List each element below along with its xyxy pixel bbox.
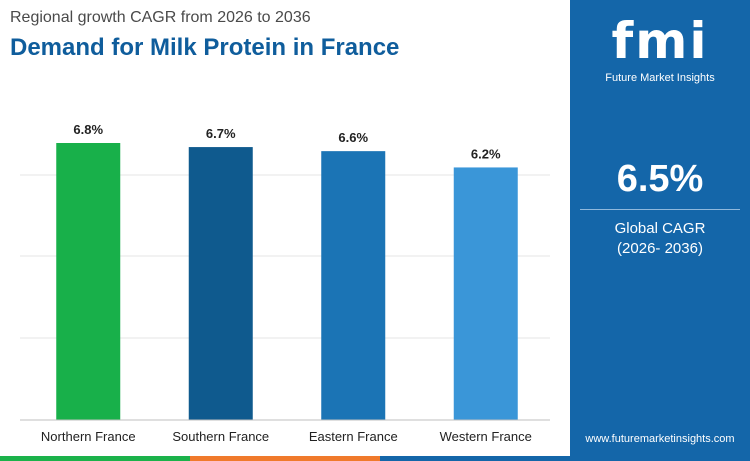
logo-subtitle: Future Market Insights [605, 72, 715, 84]
kpi-label-line2: (2026- 2036) [617, 240, 703, 257]
bar-northern-france [56, 143, 121, 420]
value-labels: 6.8% 6.7% 6.6% 6.2% [73, 122, 501, 161]
global-cagr-label: Global CAGR (2026- 2036) [570, 219, 750, 259]
kpi-divider [580, 209, 740, 210]
footer-segment-orange [190, 456, 380, 461]
value-label: 6.8% [73, 122, 103, 137]
footer-segment-green [0, 456, 190, 461]
bars [56, 143, 518, 420]
category-label: Southern France [172, 429, 269, 444]
footer-segment-blue [380, 456, 570, 461]
global-cagr-value: 6.5% [616, 158, 704, 200]
value-label: 6.6% [338, 130, 368, 145]
chart-title: Demand for Milk Protein in France [10, 34, 400, 61]
bar-southern-france [188, 147, 253, 420]
logo-brand-text: fmi [611, 12, 709, 70]
category-label: Eastern France [309, 429, 398, 444]
bar-chart: 6.8% 6.7% 6.6% 6.2% Northern France Southern… [20, 122, 550, 444]
value-label: 6.2% [471, 146, 501, 161]
fmi-logo: fmi Future Market Insights [570, 8, 750, 92]
sidebar-panel: fmi Future Market Insights 6.5% Global C… [570, 0, 750, 461]
category-label: Northern France [41, 429, 136, 444]
category-label: Western France [440, 429, 532, 444]
website-link[interactable]: www.futuremarketinsights.com [585, 433, 735, 445]
bar-eastern-france [321, 151, 386, 420]
kpi-label-line1: Global CAGR [614, 220, 706, 237]
value-label: 6.7% [206, 126, 236, 141]
chart-subtitle: Regional growth CAGR from 2026 to 2036 [10, 9, 311, 26]
footer-color-bar [0, 456, 570, 461]
bar-western-france [453, 167, 518, 420]
category-labels: Northern France Southern France Eastern Fr… [41, 429, 532, 444]
